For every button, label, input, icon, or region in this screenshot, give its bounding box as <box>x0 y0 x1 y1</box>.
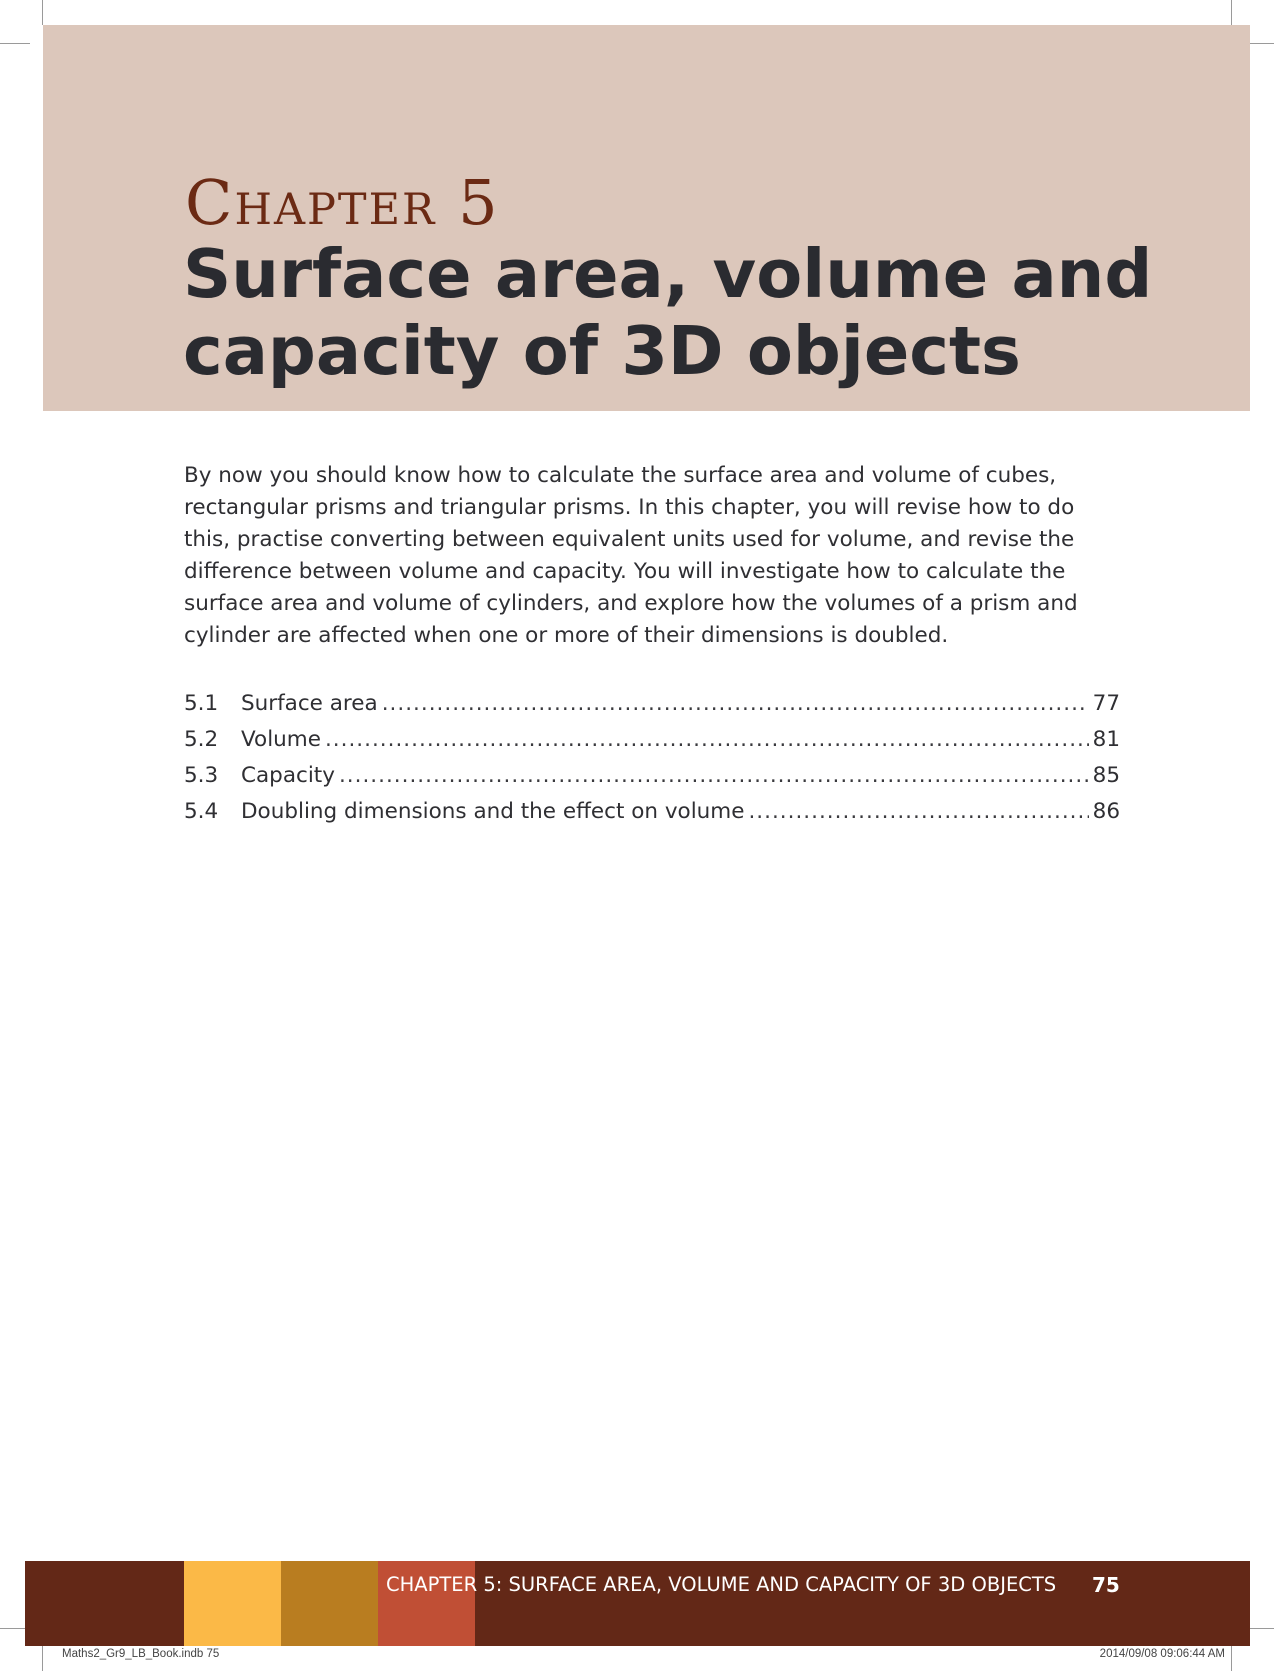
toc-entry-title: Volume <box>241 727 321 752</box>
toc-entry-number: 5.2 <box>184 727 219 752</box>
toc-entry[interactable]: 5.3 Capacity ...........................… <box>184 763 1120 799</box>
toc-leader-dots: ........................................… <box>748 799 1088 824</box>
table-of-contents: 5.1 Surface area .......................… <box>184 691 1120 835</box>
chapter-intro-paragraph: By now you should know how to calculate … <box>184 463 1078 648</box>
crop-mark <box>1244 1628 1274 1629</box>
toc-entry-number: 5.1 <box>184 691 219 716</box>
toc-entry-title: Capacity <box>241 763 335 788</box>
footer-running-head: CHAPTER 5: SURFACE AREA, VOLUME AND CAPA… <box>386 1573 1057 1596</box>
chapter-label: Chapter 5 <box>185 166 500 239</box>
crop-mark <box>1244 43 1274 44</box>
toc-entry-page: 81 <box>1092 727 1120 752</box>
toc-entry[interactable]: 5.1 Surface area .......................… <box>184 691 1120 727</box>
footer-color-swatch <box>184 1561 281 1646</box>
print-slug-file: Maths2_Gr9_LB_Book.indb 75 <box>62 1648 220 1660</box>
footer-page-number: 75 <box>1092 1573 1120 1597</box>
crop-mark <box>42 0 43 25</box>
chapter-title: Surface area, volume and capacity of 3D … <box>183 235 1153 390</box>
crop-mark <box>0 1628 30 1629</box>
crop-mark <box>42 1646 43 1671</box>
toc-entry[interactable]: 5.2 Volume .............................… <box>184 727 1120 763</box>
toc-entry-number: 5.3 <box>184 763 219 788</box>
toc-entry-page: 77 <box>1092 691 1120 716</box>
toc-leader-dots: ........................................… <box>338 763 1089 788</box>
toc-entry-page: 86 <box>1092 799 1120 824</box>
toc-entry-number: 5.4 <box>184 799 219 824</box>
print-slug-timestamp: 2014/09/08 09:06:44 AM <box>1099 1648 1225 1660</box>
toc-entry-title: Doubling dimensions and the effect on vo… <box>241 799 745 824</box>
footer-color-swatch <box>378 1561 475 1646</box>
footer-color-swatch <box>281 1561 378 1646</box>
crop-mark <box>1231 0 1232 25</box>
toc-leader-dots: ........................................… <box>381 691 1089 716</box>
crop-mark <box>0 43 30 44</box>
toc-entry-title: Surface area <box>241 691 378 716</box>
toc-entry-page: 85 <box>1092 763 1120 788</box>
toc-leader-dots: ........................................… <box>324 727 1089 752</box>
toc-entry[interactable]: 5.4 Doubling dimensions and the effect o… <box>184 799 1120 835</box>
chapter-header-band <box>43 25 1250 411</box>
crop-mark <box>1231 1646 1232 1671</box>
